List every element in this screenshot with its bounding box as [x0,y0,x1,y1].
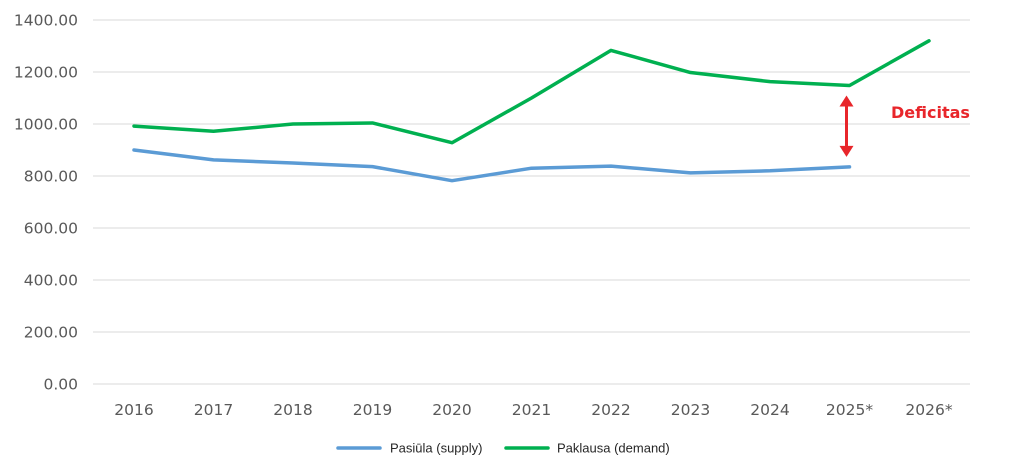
y-tick-label: 400.00 [24,272,78,290]
y-tick-label: 200.00 [24,324,78,342]
x-tick-label: 2020 [432,401,471,419]
deficit-arrowhead-bottom [839,145,854,157]
gridlines [93,19,970,385]
legend-label: Paklausa (demand) [557,441,670,456]
legend: Pasiūla (supply) Paklausa (demand) [336,441,670,456]
x-tick-label: 2026* [905,401,952,419]
y-tick-label: 1200.00 [14,64,78,82]
y-tick-label: 800.00 [24,168,78,186]
x-tick-label: 2016 [114,401,153,419]
x-tick-label: 2019 [353,401,392,419]
legend-label: Pasiūla (supply) [390,441,483,456]
x-tick-label: 2018 [273,401,312,419]
y-tick-label: 600.00 [24,220,78,238]
demand-series-line [132,39,931,145]
y-tick-label: 1400.00 [14,12,78,30]
x-tick-label: 2021 [512,401,551,419]
x-tick-label: 2017 [194,401,233,419]
y-axis-tick-labels: 0.00 200.00 400.00 600.00 800.00 1000.00 1200.… [14,12,78,394]
supply-series-line [132,148,852,183]
x-tick-label: 2025* [826,401,873,419]
x-axis-tick-labels: 2016 2017 2018 2019 2020 2021 2022 2023 2024 2025… [114,401,953,419]
x-tick-label: 2024 [750,401,789,419]
y-tick-label: 1000.00 [14,116,78,134]
deficit-annotation: Deficitas [839,95,970,157]
x-tick-label: 2022 [591,401,630,419]
deficit-arrowhead-top [839,95,854,107]
deficit-label: Deficitas [891,103,970,122]
x-tick-label: 2023 [671,401,710,419]
series-lines [132,39,931,183]
y-tick-label: 0.00 [43,376,78,394]
